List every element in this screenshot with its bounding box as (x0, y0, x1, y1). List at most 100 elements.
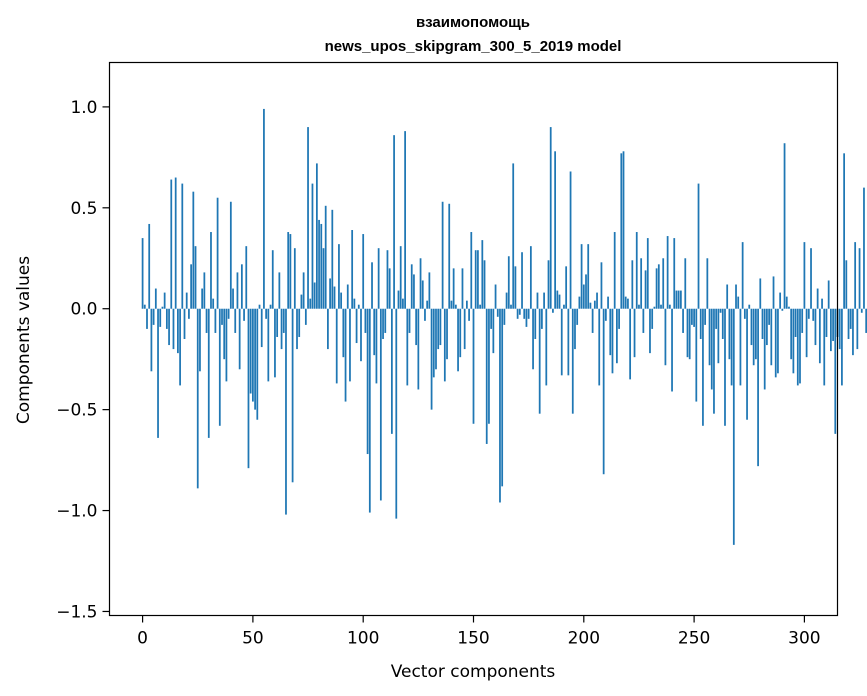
bar-105 (373, 308, 376, 356)
bar-268 (732, 308, 735, 545)
bar-302 (807, 308, 810, 319)
bar-179 (536, 292, 539, 309)
bar-62 (278, 272, 281, 309)
bar-74 (304, 308, 307, 325)
bar-243 (677, 290, 680, 309)
bar-254 (702, 308, 704, 426)
bar-9 (161, 306, 164, 309)
bar-160 (494, 284, 497, 309)
bar-12 (168, 308, 170, 346)
bar-40 (229, 201, 232, 309)
bar-6 (154, 288, 157, 309)
bar-239 (668, 304, 671, 309)
bar-230 (649, 308, 651, 354)
bar-157 (488, 308, 490, 424)
bar-313 (832, 308, 834, 342)
bar-309 (823, 308, 826, 386)
bar-112 (388, 268, 391, 309)
bar-151 (474, 250, 477, 309)
bar-200 (582, 284, 585, 309)
bar-28 (203, 272, 206, 309)
bar-153 (479, 304, 481, 309)
bar-122 (410, 264, 413, 309)
bar-172 (521, 252, 523, 309)
bar-180 (538, 308, 541, 414)
bar-152 (477, 250, 479, 309)
bar-78 (313, 282, 316, 309)
bar-273 (743, 308, 746, 319)
x-axis-label: Vector components (391, 662, 556, 682)
bar-66 (287, 232, 290, 309)
bar-294 (790, 308, 793, 360)
bar-166 (507, 256, 510, 309)
y-tick-label: 0.5 (70, 199, 97, 219)
bar-33 (214, 308, 217, 333)
bar-60 (274, 308, 276, 378)
bar-113 (390, 308, 393, 434)
bar-265 (726, 284, 729, 309)
bar-165 (505, 292, 508, 309)
bar-34 (216, 197, 219, 309)
bar-36 (221, 308, 223, 325)
bar-121 (408, 308, 411, 333)
bar-207 (598, 308, 601, 386)
bar-216 (618, 308, 620, 329)
bar-316 (838, 308, 841, 350)
bar-146 (463, 308, 466, 350)
bar-269 (735, 284, 737, 309)
bar-177 (532, 308, 534, 370)
bar-256 (706, 258, 709, 309)
bar-238 (666, 236, 669, 309)
bar-88 (335, 308, 338, 384)
y-tick-label: 0.0 (70, 300, 97, 320)
bar-283 (766, 308, 768, 346)
bar-310 (825, 308, 828, 337)
bar-17 (179, 308, 181, 386)
bar-187 (554, 151, 556, 309)
bar-217 (620, 153, 623, 309)
bar-184 (547, 260, 550, 309)
bar-72 (300, 294, 303, 309)
bar-168 (512, 163, 515, 309)
bar-93 (346, 284, 349, 309)
bar-264 (724, 308, 726, 426)
bar-10 (163, 292, 166, 309)
bar-82 (322, 248, 325, 309)
bar-199 (580, 244, 583, 309)
bar-289 (779, 292, 782, 309)
bar-225 (638, 304, 640, 309)
bar-4 (150, 308, 153, 372)
bar-158 (490, 308, 493, 329)
bar-49 (249, 308, 252, 394)
bar-212 (609, 308, 612, 356)
bar-192 (565, 266, 568, 309)
bar-164 (503, 308, 506, 325)
bar-255 (704, 308, 707, 325)
bar-81 (320, 223, 323, 309)
bar-83 (324, 205, 327, 309)
bar-228 (644, 270, 647, 309)
bar-11 (165, 308, 168, 329)
bar-244 (679, 290, 682, 309)
bar-90 (340, 292, 343, 309)
bar-169 (514, 266, 517, 309)
bar-304 (812, 308, 815, 321)
bar-279 (757, 308, 759, 467)
bar-186 (552, 308, 554, 313)
bar-21 (188, 308, 190, 319)
bar-48 (247, 308, 250, 469)
bar-110 (384, 308, 387, 333)
y-axis-ticks: −1.5 −1.0 −0.5 0.0 0.5 1.0 (56, 98, 110, 622)
bar-226 (640, 258, 643, 309)
bar-65 (285, 308, 287, 515)
bar-193 (567, 308, 570, 376)
bar-194 (569, 171, 572, 309)
bar-171 (518, 308, 521, 315)
bar-237 (664, 308, 667, 366)
bar-44 (238, 308, 241, 370)
bar-285 (770, 308, 773, 366)
bar-86 (331, 209, 334, 309)
chart-subtitle: news_upos_skipgram_300_5_2019 model (325, 38, 622, 55)
bar-224 (635, 232, 638, 309)
bar-56 (265, 308, 268, 319)
